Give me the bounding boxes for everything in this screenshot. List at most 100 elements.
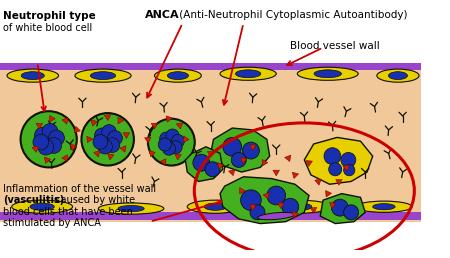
- Polygon shape: [241, 157, 247, 164]
- Polygon shape: [62, 118, 68, 124]
- Polygon shape: [120, 146, 126, 152]
- Bar: [0, 212, 421, 220]
- Ellipse shape: [154, 69, 201, 82]
- Polygon shape: [108, 154, 114, 160]
- Circle shape: [160, 132, 173, 145]
- Polygon shape: [262, 159, 268, 166]
- Polygon shape: [151, 123, 158, 129]
- Polygon shape: [149, 151, 155, 157]
- Ellipse shape: [204, 203, 227, 210]
- Polygon shape: [104, 115, 111, 120]
- Circle shape: [49, 130, 64, 146]
- Polygon shape: [166, 116, 172, 122]
- Circle shape: [332, 199, 348, 216]
- Bar: [0, 62, 421, 70]
- Polygon shape: [292, 172, 298, 179]
- Ellipse shape: [297, 67, 358, 80]
- Circle shape: [102, 125, 117, 139]
- Circle shape: [250, 205, 265, 220]
- Polygon shape: [250, 204, 256, 211]
- Circle shape: [169, 141, 182, 154]
- Ellipse shape: [220, 67, 276, 80]
- Ellipse shape: [257, 212, 295, 220]
- Circle shape: [38, 139, 54, 155]
- Polygon shape: [285, 155, 291, 162]
- Circle shape: [341, 152, 356, 167]
- Circle shape: [193, 154, 210, 171]
- Circle shape: [267, 186, 286, 205]
- Ellipse shape: [90, 72, 116, 79]
- Polygon shape: [343, 165, 349, 171]
- Ellipse shape: [75, 69, 131, 82]
- Text: ANCA: ANCA: [145, 10, 180, 20]
- Polygon shape: [70, 144, 77, 150]
- Circle shape: [35, 127, 50, 143]
- Circle shape: [328, 163, 342, 176]
- Circle shape: [344, 205, 359, 220]
- Polygon shape: [218, 163, 224, 169]
- Polygon shape: [211, 128, 270, 172]
- Text: Neutrophil type: Neutrophil type: [3, 11, 95, 21]
- Polygon shape: [94, 151, 100, 157]
- Ellipse shape: [167, 72, 189, 79]
- Polygon shape: [306, 160, 312, 166]
- Polygon shape: [320, 194, 365, 224]
- Ellipse shape: [235, 70, 261, 78]
- Ellipse shape: [118, 206, 144, 212]
- Ellipse shape: [187, 200, 243, 213]
- Circle shape: [223, 138, 242, 156]
- Ellipse shape: [21, 72, 45, 79]
- Circle shape: [81, 113, 134, 166]
- Circle shape: [33, 134, 49, 150]
- Polygon shape: [249, 145, 256, 150]
- Polygon shape: [292, 211, 299, 218]
- Ellipse shape: [377, 69, 419, 82]
- Polygon shape: [336, 180, 342, 185]
- Circle shape: [241, 190, 261, 211]
- Circle shape: [148, 119, 195, 166]
- Text: Blood vessel wall: Blood vessel wall: [290, 41, 380, 51]
- Polygon shape: [310, 207, 317, 213]
- Circle shape: [98, 139, 112, 154]
- Circle shape: [231, 152, 246, 167]
- Polygon shape: [220, 177, 309, 224]
- Text: of white blood cell: of white blood cell: [3, 23, 92, 33]
- Circle shape: [46, 138, 62, 153]
- Circle shape: [205, 162, 220, 177]
- Circle shape: [324, 148, 341, 165]
- Text: caused by white: caused by white: [51, 196, 135, 205]
- Ellipse shape: [98, 203, 164, 214]
- Polygon shape: [240, 188, 245, 194]
- Polygon shape: [183, 136, 189, 142]
- Circle shape: [93, 135, 108, 149]
- Text: (vasculitis): (vasculitis): [3, 196, 64, 205]
- Circle shape: [42, 124, 58, 139]
- Circle shape: [282, 198, 299, 215]
- Polygon shape: [207, 151, 214, 157]
- Circle shape: [21, 111, 77, 167]
- Circle shape: [94, 128, 109, 143]
- Circle shape: [162, 142, 176, 155]
- Polygon shape: [74, 126, 81, 133]
- Polygon shape: [326, 191, 332, 197]
- Text: stimulated by ANCA: stimulated by ANCA: [3, 218, 101, 228]
- Bar: [0, 62, 421, 222]
- Polygon shape: [160, 159, 166, 165]
- Polygon shape: [45, 157, 50, 163]
- Circle shape: [158, 138, 171, 151]
- Polygon shape: [273, 170, 279, 176]
- Polygon shape: [175, 154, 181, 160]
- Text: blood cells that have been: blood cells that have been: [3, 207, 133, 217]
- Circle shape: [171, 134, 184, 148]
- Polygon shape: [91, 120, 97, 126]
- Ellipse shape: [7, 69, 59, 82]
- Polygon shape: [144, 137, 151, 143]
- Ellipse shape: [30, 203, 54, 210]
- Polygon shape: [118, 117, 124, 124]
- Circle shape: [243, 142, 259, 159]
- Polygon shape: [123, 133, 130, 138]
- Polygon shape: [36, 123, 43, 129]
- Polygon shape: [315, 179, 321, 185]
- Polygon shape: [263, 193, 269, 199]
- Circle shape: [166, 129, 179, 142]
